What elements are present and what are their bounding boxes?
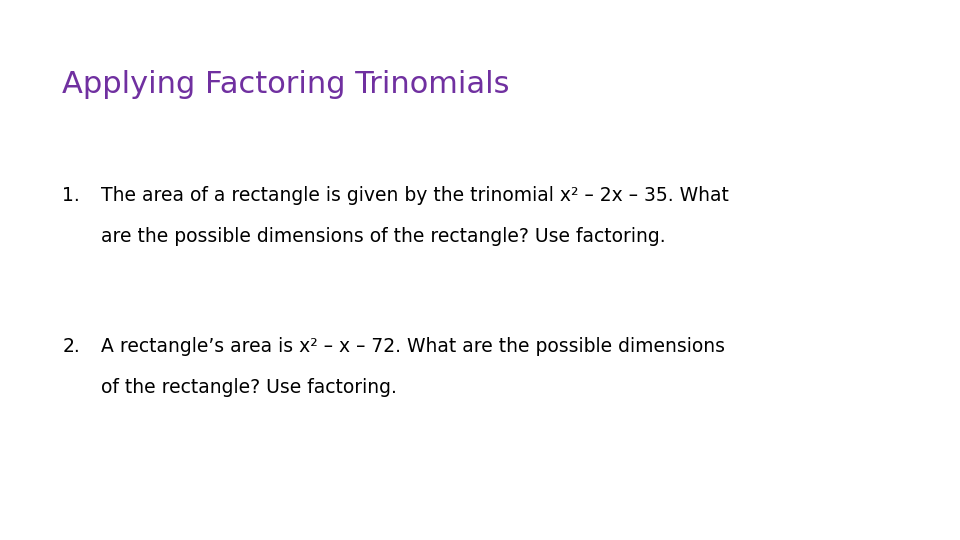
Text: The area of a rectangle is given by the trinomial x² – 2x – 35. What: The area of a rectangle is given by the … xyxy=(101,186,729,205)
Text: Applying Factoring Trinomials: Applying Factoring Trinomials xyxy=(62,70,510,99)
Text: are the possible dimensions of the rectangle? Use factoring.: are the possible dimensions of the recta… xyxy=(101,227,665,246)
Text: of the rectangle? Use factoring.: of the rectangle? Use factoring. xyxy=(101,378,396,397)
Text: 1.: 1. xyxy=(62,186,80,205)
Text: 2.: 2. xyxy=(62,338,80,356)
Text: A rectangle’s area is x² – x – 72. What are the possible dimensions: A rectangle’s area is x² – x – 72. What … xyxy=(101,338,725,356)
